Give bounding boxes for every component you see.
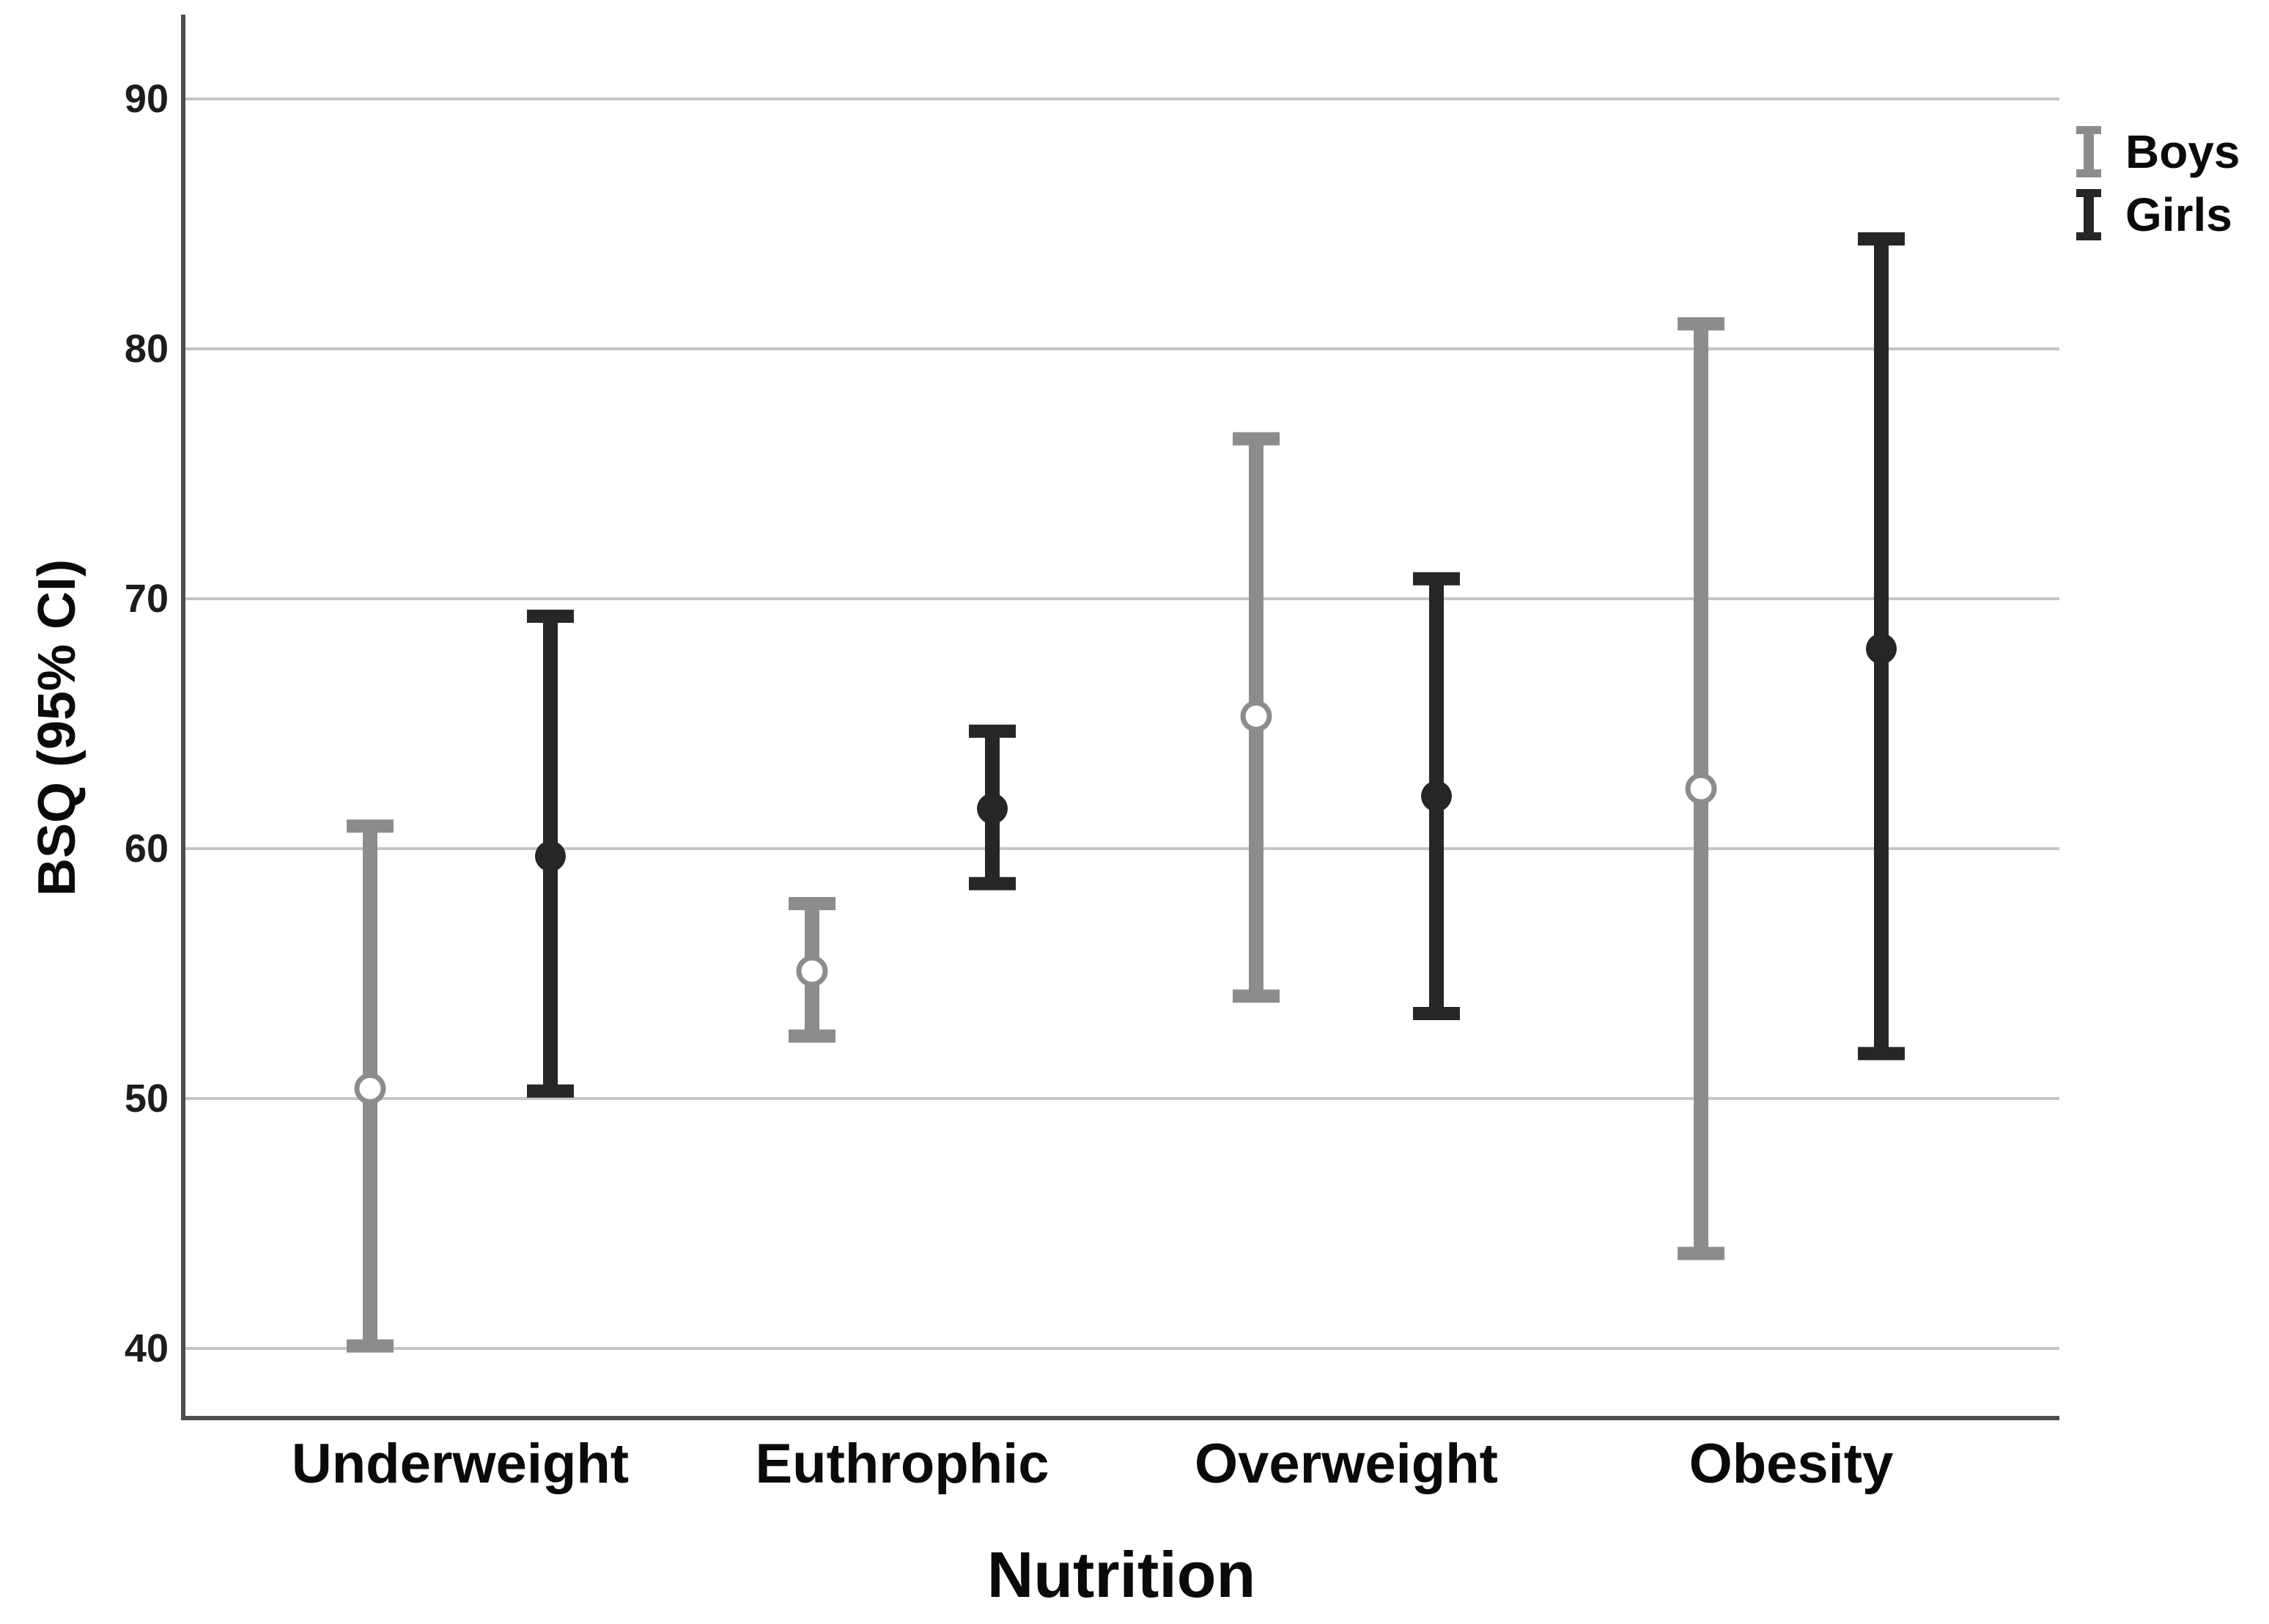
boys-errorbar-icon: [2076, 126, 2101, 177]
y-tick-60: 60: [124, 827, 169, 871]
mean-marker-girls-obesity: [1866, 633, 1897, 665]
x-category-overweight: Overweight: [1195, 1433, 1498, 1495]
y-tick-80: 80: [124, 327, 169, 371]
mean-marker-boys-obesity: [1685, 772, 1717, 805]
mean-marker-girls-euthrophic: [977, 793, 1008, 824]
y-axis-title: BSQ (95% CI): [28, 558, 86, 897]
mean-marker-boys-overweight: [1240, 700, 1272, 732]
y-tick-70: 70: [124, 577, 169, 621]
legend-label-girls: Girls: [2125, 188, 2232, 241]
x-axis-title: Nutrition: [986, 1538, 1256, 1611]
girls-errorbar-icon: [2076, 189, 2101, 240]
legend-item-girls: Girls: [2074, 189, 2240, 240]
mean-marker-boys-euthrophic: [796, 955, 828, 987]
y-tick-40: 40: [124, 1326, 169, 1370]
mean-marker-boys-underweight: [354, 1072, 386, 1104]
legend-item-boys: Boys: [2074, 126, 2240, 177]
x-category-euthrophic: Euthrophic: [755, 1433, 1049, 1495]
x-category-obesity: Obesity: [1689, 1433, 1894, 1495]
mean-marker-girls-overweight: [1421, 780, 1452, 812]
mean-marker-girls-underweight: [535, 841, 566, 872]
y-tick-90: 90: [124, 77, 169, 121]
y-tick-50: 50: [124, 1077, 169, 1121]
legend-label-boys: Boys: [2125, 125, 2240, 178]
legend: Boys Girls: [2074, 126, 2240, 240]
x-category-underweight: Underweight: [291, 1433, 630, 1495]
